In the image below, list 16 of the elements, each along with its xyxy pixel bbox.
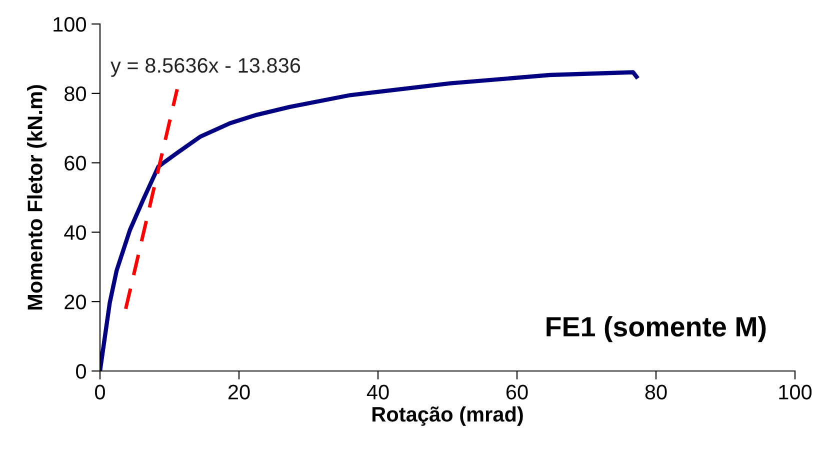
x-tick-label: 100 [779,384,812,400]
x-axis-title: Rotação (mrad) [372,406,523,426]
annotation: FE1 (somente M) [546,316,766,342]
y-tick-label: 40 [64,225,86,240]
y-tick-label: 60 [64,156,86,171]
x-tick-label: 60 [506,384,528,400]
x-tick-label: 40 [366,384,389,400]
y-tick-label: 0 [76,364,86,379]
y-tick-label: 100 [54,17,86,32]
x-tick-label: 80 [645,384,667,400]
x-tick-label: 0 [95,384,105,400]
annotation: y = 8.5636x - 13.836 [110,58,300,77]
y-axis-title: Momento Fletor (kN.m) [27,85,46,310]
y-tick-label: 20 [64,294,86,310]
x-tick-label: 20 [228,384,250,400]
y-tick-label: 80 [64,86,86,102]
